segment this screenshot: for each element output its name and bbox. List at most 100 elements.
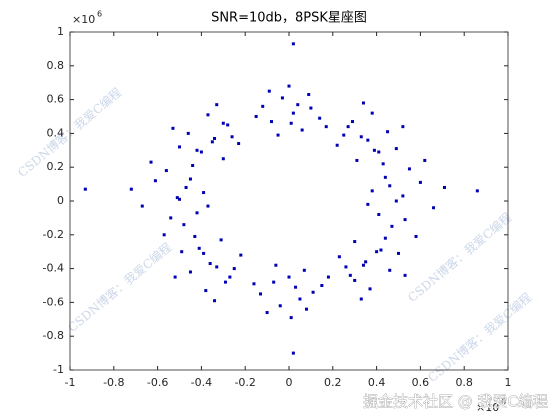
x-tick-label: -0.6 xyxy=(147,376,168,389)
point xyxy=(326,275,330,279)
point xyxy=(291,351,295,355)
point xyxy=(353,240,357,244)
point xyxy=(178,145,181,149)
point xyxy=(280,96,284,100)
x-tick-label: 0.6 xyxy=(412,376,430,389)
x-scale-base: ×10 xyxy=(476,401,499,414)
x-tick-label: -0.8 xyxy=(103,376,124,389)
point xyxy=(197,246,201,250)
x-tick-label: 0.2 xyxy=(324,376,342,389)
y-scale-exponent: 6 xyxy=(97,10,102,19)
point xyxy=(355,158,359,162)
x-tick-label: 0.8 xyxy=(455,376,473,389)
x-scale-exponent: 6 xyxy=(501,398,506,407)
point xyxy=(140,204,144,208)
point xyxy=(261,104,265,108)
point xyxy=(188,270,192,274)
point xyxy=(178,197,181,201)
point xyxy=(164,169,168,173)
point xyxy=(383,236,387,240)
point xyxy=(202,251,206,255)
point xyxy=(184,185,188,189)
point xyxy=(274,263,278,267)
point xyxy=(289,121,293,125)
point xyxy=(232,267,236,271)
point xyxy=(432,206,436,210)
point xyxy=(390,224,394,228)
point xyxy=(221,121,225,125)
point xyxy=(375,250,379,254)
point xyxy=(318,116,322,120)
point xyxy=(215,103,219,107)
point xyxy=(394,147,398,151)
point xyxy=(199,150,203,154)
point xyxy=(366,138,370,142)
x-tick-label: -0.4 xyxy=(191,376,212,389)
point xyxy=(153,179,157,183)
point xyxy=(175,196,179,200)
point xyxy=(359,297,363,301)
point xyxy=(291,111,295,115)
point xyxy=(267,89,271,93)
point xyxy=(230,135,234,139)
point xyxy=(204,289,208,293)
point xyxy=(407,167,411,171)
point xyxy=(239,253,243,257)
point xyxy=(149,160,153,164)
y-tick-label: 0.2 xyxy=(47,160,65,173)
y-tick-label: 0.4 xyxy=(47,126,65,139)
point xyxy=(215,265,219,269)
point xyxy=(403,218,407,222)
point xyxy=(300,128,304,132)
y-tick-label: 0.8 xyxy=(47,59,65,72)
point xyxy=(186,131,190,135)
point xyxy=(213,299,217,303)
point xyxy=(383,175,387,179)
point xyxy=(348,273,352,277)
point xyxy=(414,234,418,238)
footer-watermark: 掘金技术社区 @ 我爱C编程 xyxy=(363,393,548,411)
point xyxy=(309,106,313,110)
point xyxy=(252,282,256,286)
point xyxy=(173,275,177,279)
point xyxy=(213,136,217,140)
point xyxy=(401,125,405,129)
point xyxy=(361,263,365,267)
point xyxy=(302,268,306,272)
point xyxy=(206,113,210,117)
point xyxy=(346,125,350,129)
point xyxy=(361,101,365,105)
y-scale-base: ×10 xyxy=(72,13,95,26)
point xyxy=(344,265,348,269)
point xyxy=(289,316,293,320)
point xyxy=(388,268,392,272)
point xyxy=(368,287,372,291)
point xyxy=(195,148,199,152)
x-tick-label: 0.4 xyxy=(368,376,386,389)
point xyxy=(307,93,311,97)
point xyxy=(171,126,175,130)
point xyxy=(337,255,341,259)
y-tick-label: -0.2 xyxy=(43,228,64,241)
point xyxy=(401,194,405,198)
point xyxy=(208,262,212,266)
point xyxy=(442,185,446,189)
point xyxy=(370,111,374,115)
point xyxy=(320,284,324,287)
point xyxy=(475,189,479,193)
point xyxy=(269,120,273,124)
chart-title: SNR=10db，8PSK星座图 xyxy=(211,11,367,26)
point xyxy=(377,150,381,154)
point xyxy=(202,191,206,195)
point xyxy=(364,260,368,264)
point xyxy=(381,162,385,166)
x-tick-label: -0.2 xyxy=(234,376,255,389)
point xyxy=(287,275,291,279)
point xyxy=(195,211,199,215)
x-tick-label: 0 xyxy=(286,376,293,389)
point xyxy=(370,189,374,193)
point xyxy=(182,223,186,227)
y-tick-label: 0 xyxy=(57,194,64,207)
